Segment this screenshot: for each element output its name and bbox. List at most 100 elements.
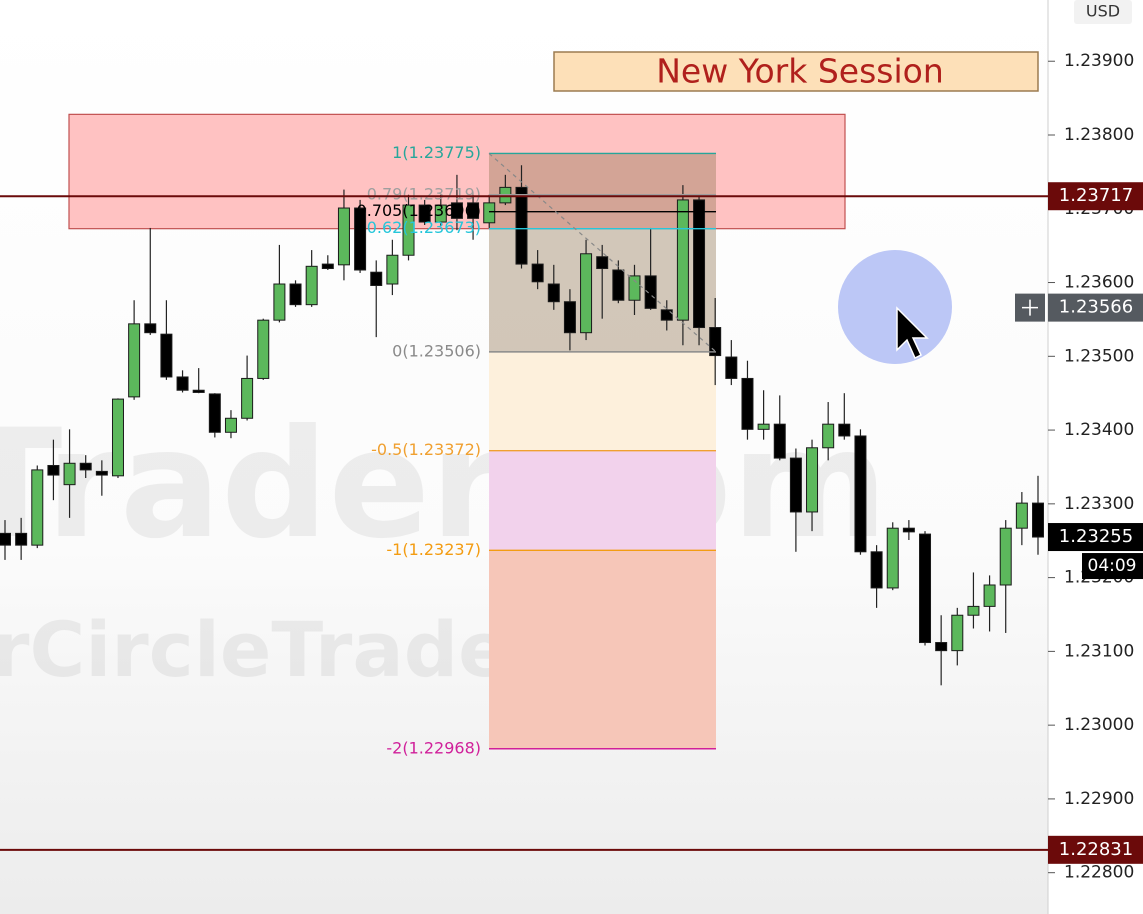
candle-body <box>1032 502 1044 538</box>
fib-zone <box>489 351 716 451</box>
candle-body <box>660 309 673 321</box>
candle-body <box>386 254 399 285</box>
candle-body <box>709 327 722 357</box>
fib-label: 0.79(1.23719) <box>367 184 481 203</box>
candle-body <box>1015 502 1028 529</box>
y-tick-label: 1.23500 <box>1064 346 1134 366</box>
candle-body <box>806 447 819 513</box>
price-tag-box <box>1048 835 1143 864</box>
candle-body <box>273 283 286 321</box>
y-tick-label: 1.23400 <box>1064 420 1134 440</box>
candle-body <box>434 204 447 223</box>
candle-body <box>402 204 415 256</box>
session-box <box>553 51 1039 92</box>
candle-body <box>676 199 689 321</box>
fib-label: 0(1.23506) <box>392 341 481 360</box>
price-tag-box <box>1048 182 1143 211</box>
mouse-cursor <box>896 306 929 360</box>
candle-body <box>418 204 431 223</box>
candle-body <box>838 423 851 437</box>
candle-body <box>63 462 76 486</box>
candle-body <box>321 263 334 270</box>
currency-box <box>1074 0 1132 24</box>
candle-body <box>563 301 576 334</box>
candle-body <box>628 275 641 301</box>
candle-body <box>967 605 980 616</box>
fib-label: 0.62(1.23673) <box>367 218 481 237</box>
crosshair-price-tag-box <box>1048 293 1143 322</box>
watermark: rCircleTrader <box>0 605 548 694</box>
watermark: Trader.com <box>0 398 888 572</box>
y-tick-label: 1.23000 <box>1064 715 1134 735</box>
price-axis-background <box>1048 0 1143 914</box>
candle-body <box>483 202 496 224</box>
candle-body <box>822 423 835 449</box>
candle-body <box>999 527 1012 586</box>
candle-body <box>128 323 141 398</box>
candle-body <box>919 533 932 644</box>
crosshair-price-tag: 1.23566 <box>1059 297 1133 318</box>
y-tick-label: 1.23800 <box>1064 125 1134 145</box>
candle-body <box>693 199 706 329</box>
fib-label: 1(1.23775) <box>392 143 481 162</box>
countdown-box <box>1082 553 1143 580</box>
fib-label: -0.5(1.23372) <box>371 440 481 459</box>
candle-body <box>224 417 237 433</box>
candle-body <box>192 389 205 393</box>
fib-label: -1(1.23237) <box>386 540 481 559</box>
candle-body <box>354 207 367 271</box>
crosshair-plus <box>1022 299 1038 316</box>
y-tick-label: 1.23600 <box>1064 273 1134 293</box>
candle-body <box>160 333 173 378</box>
y-tick-label: 1.22900 <box>1064 789 1134 809</box>
fib-trend-line <box>488 152 717 353</box>
currency-label: USD <box>1086 2 1120 21</box>
candle-body <box>79 462 92 471</box>
candle-body <box>176 376 189 391</box>
fib-label: 0.705(1.23696) <box>357 201 481 220</box>
candle-body <box>47 464 60 476</box>
candle-body <box>257 319 270 379</box>
candle-body <box>547 283 560 303</box>
candle-body <box>0 532 11 546</box>
y-tick-label: 1.23900 <box>1064 51 1134 71</box>
click-highlight <box>838 250 952 364</box>
candle-body <box>580 253 593 334</box>
candle-body <box>773 423 786 459</box>
last-price-tag: 1.23255 <box>1059 526 1133 547</box>
candle-body <box>983 584 996 607</box>
candle-body <box>612 269 625 301</box>
candle-body <box>241 377 254 419</box>
candle-body <box>870 551 883 589</box>
fib-zone <box>489 550 716 749</box>
candle-body <box>208 393 221 433</box>
y-tick-label: 1.22800 <box>1064 863 1134 883</box>
last-price-tag-box <box>1048 523 1143 552</box>
candle-body <box>725 356 738 379</box>
candle-body <box>111 398 124 477</box>
candle-body <box>531 263 544 283</box>
price-tag: 1.22831 <box>1059 839 1133 860</box>
candle-body <box>305 265 318 306</box>
candle-body <box>370 271 383 286</box>
candle-body <box>289 283 302 306</box>
fib-label: -2(1.22968) <box>386 738 481 757</box>
candle-body <box>741 377 754 430</box>
candle-body <box>15 532 28 546</box>
candle-body <box>935 642 948 652</box>
candle-body <box>596 256 609 270</box>
candle-body <box>337 207 350 266</box>
candle-body <box>886 527 899 589</box>
fib-zone <box>489 450 716 551</box>
candle-body <box>757 423 770 430</box>
candle-body <box>854 435 867 553</box>
y-tick-label: 1.23100 <box>1064 641 1134 661</box>
candle-body <box>515 186 528 265</box>
session-label: New York Session <box>656 52 944 91</box>
candle-body <box>95 470 108 476</box>
candle-body <box>902 527 915 533</box>
countdown: 04:09 <box>1088 556 1137 576</box>
candle-body <box>144 323 157 334</box>
